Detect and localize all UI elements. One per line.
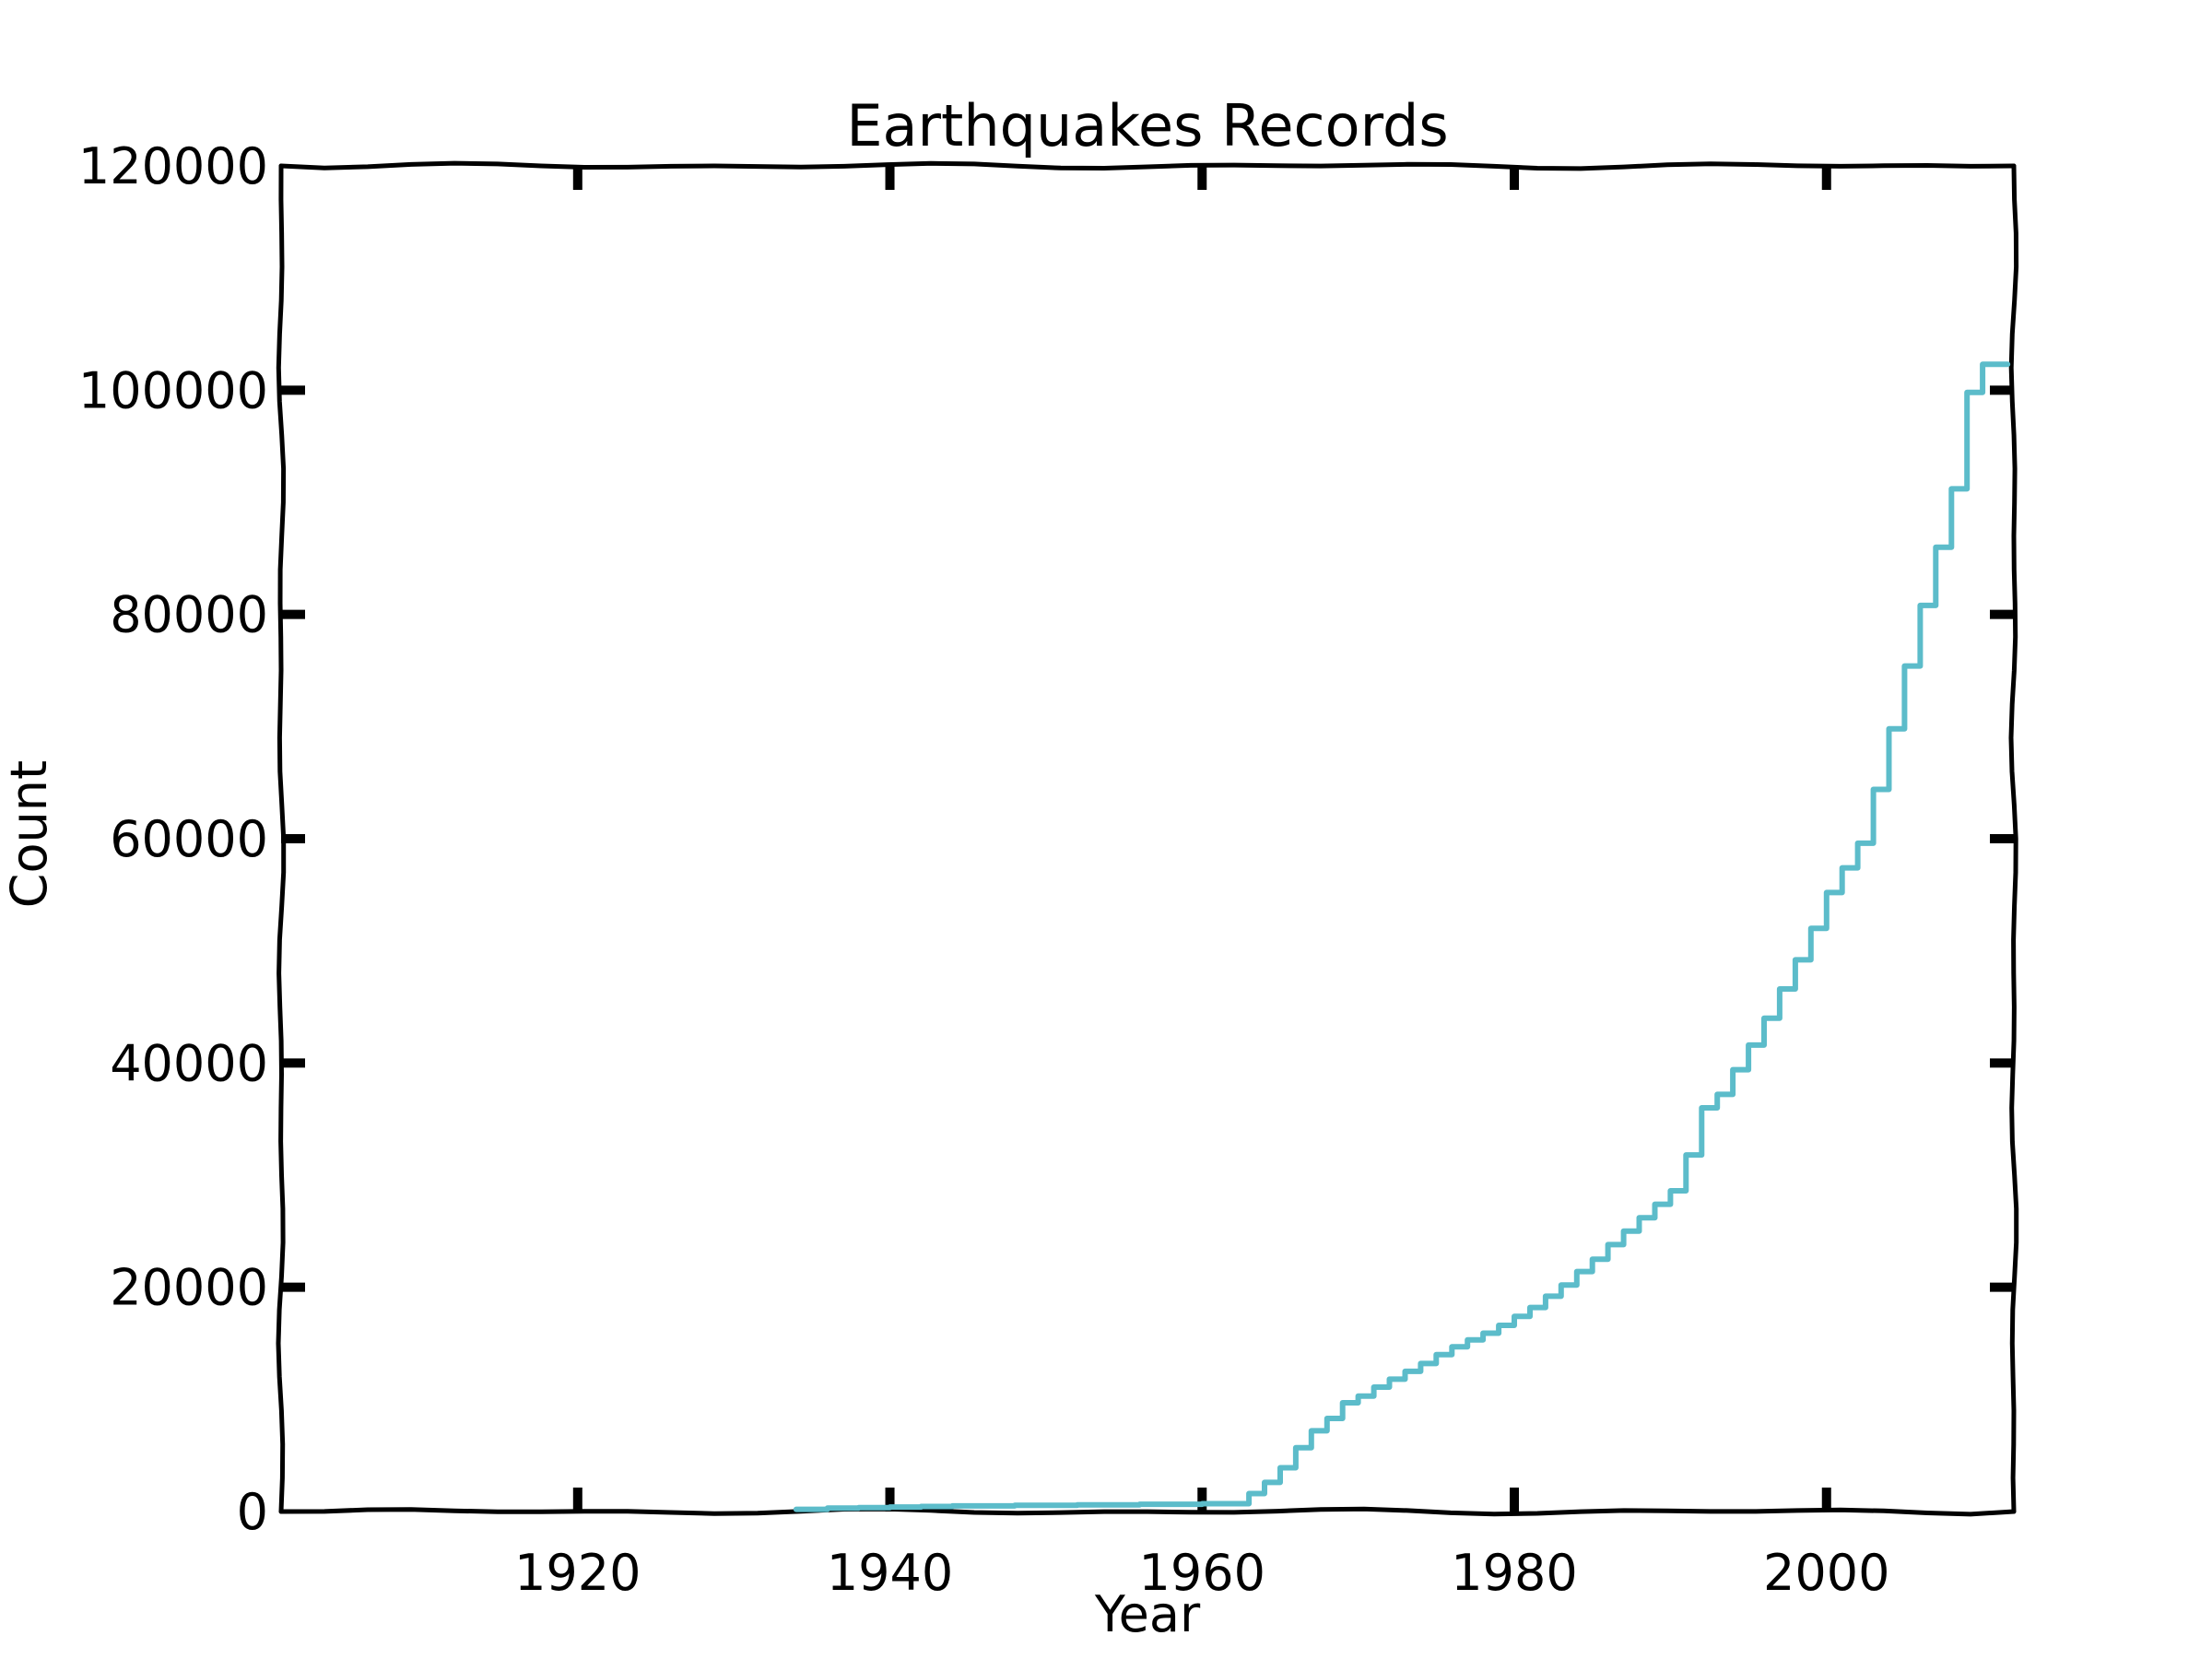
x-tick-label: 1940: [827, 1544, 953, 1602]
y-tick-label: 100000: [78, 361, 268, 419]
frame-top: [278, 160, 2017, 171]
x-axis-label: Year: [1094, 1585, 1201, 1643]
y-tick-label: 120000: [78, 137, 268, 195]
series-group: [793, 361, 2011, 1512]
y-tick-label: 0: [237, 1483, 268, 1541]
y-axis-label: Count: [0, 760, 58, 908]
y-tick-label: 20000: [110, 1259, 268, 1317]
tick-labels: 1920 1940 1960 1980 200002000040000600008000…: [78, 137, 1890, 1602]
y-tick-label: 60000: [110, 810, 268, 868]
x-tick-label: 2000: [1763, 1544, 1889, 1602]
y-tick-label: 40000: [110, 1034, 268, 1092]
plot-frame: [276, 160, 2019, 1517]
x-tick-label: 1980: [1451, 1544, 1577, 1602]
x-tick-label: 1920: [514, 1544, 641, 1602]
y-tick-label: 80000: [110, 586, 268, 644]
axis-ticks: [281, 166, 2014, 1512]
frame-bottom: [278, 1506, 2017, 1517]
chart-title: Earthquakes Records: [846, 92, 1448, 159]
series-line-0: [793, 361, 2011, 1512]
x-tick-label: 1960: [1139, 1544, 1265, 1602]
